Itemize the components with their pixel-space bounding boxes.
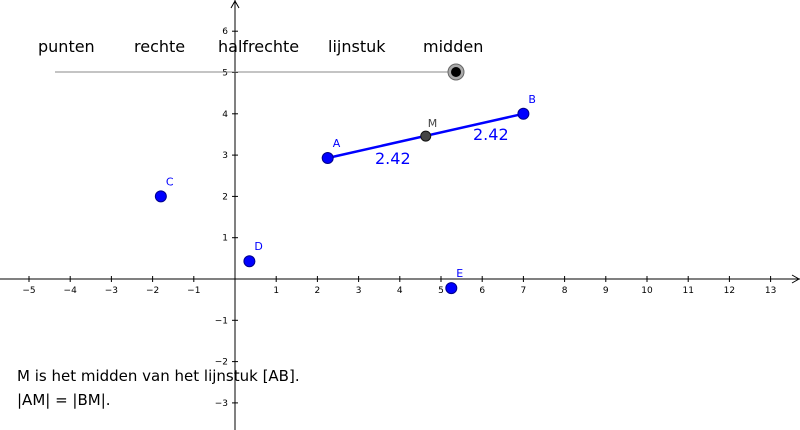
- midpoint-m[interactable]: [420, 130, 432, 142]
- x-tick-label: 5: [438, 286, 444, 296]
- x-tick-label: 9: [603, 286, 609, 296]
- caption-line-2: |AM| = |BM|.: [17, 391, 111, 409]
- x-tick-label: 8: [562, 286, 568, 296]
- y-axis-arrow: [230, 0, 240, 9]
- y-tick-label: −1: [215, 316, 228, 326]
- x-tick-label: 3: [356, 286, 362, 296]
- x-tick-label: 10: [641, 286, 653, 296]
- menu-item-rechte[interactable]: rechte: [134, 37, 185, 56]
- y-tick-label: 2: [222, 192, 228, 202]
- y-tick-label: −3: [215, 399, 228, 409]
- x-ticks: −5 −4 −3 −2 −1 1 2 3 4 5 6 7 8 9 10 11 12 13: [22, 276, 776, 296]
- x-tick-label: 13: [765, 286, 776, 296]
- points-layer: A B C D E M: [154, 93, 536, 295]
- distance-am-label: 2.42: [375, 149, 411, 168]
- menu-item-halfrechte[interactable]: halfrechte: [218, 37, 299, 56]
- x-tick-label: 2: [315, 286, 321, 296]
- midpoint-label-m: M: [428, 117, 438, 130]
- point-label-d: D: [254, 240, 262, 253]
- x-tick-label: −2: [146, 286, 159, 296]
- x-tick-label: 1: [273, 286, 279, 296]
- y-tick-label: 1: [222, 234, 228, 244]
- x-tick-label: −4: [64, 286, 78, 296]
- point-a[interactable]: [321, 151, 334, 164]
- y-tick-label: 5: [222, 69, 228, 79]
- x-tick-label: 12: [724, 286, 735, 296]
- x-tick-label: −1: [187, 286, 200, 296]
- point-d[interactable]: [243, 255, 256, 268]
- x-tick-label: 6: [479, 286, 485, 296]
- y-tick-label: 6: [222, 27, 228, 37]
- menu-item-midden[interactable]: midden: [423, 37, 483, 56]
- x-tick-label: 11: [682, 286, 693, 296]
- menu-item-lijnstuk[interactable]: lijnstuk: [328, 37, 386, 56]
- y-tick-label: 4: [222, 110, 228, 120]
- x-tick-label: −5: [22, 286, 35, 296]
- point-label-b: B: [528, 93, 536, 106]
- menu-slider-handle[interactable]: [451, 67, 461, 77]
- point-label-c: C: [166, 175, 174, 188]
- x-tick-label: 7: [521, 286, 527, 296]
- caption-line-1: M is het midden van het lijnstuk [AB].: [17, 367, 300, 385]
- point-c[interactable]: [154, 190, 167, 203]
- x-tick-label: 4: [397, 286, 403, 296]
- point-label-a: A: [333, 137, 341, 150]
- y-tick-label: −2: [215, 358, 228, 368]
- y-tick-label: 3: [222, 151, 228, 161]
- point-label-e: E: [456, 267, 463, 280]
- distance-bm-label: 2.42: [473, 125, 509, 144]
- x-axis-arrow: [791, 274, 800, 284]
- menu-item-punten[interactable]: punten: [38, 37, 95, 56]
- point-e[interactable]: [445, 282, 458, 295]
- x-tick-label: −3: [105, 286, 118, 296]
- point-b[interactable]: [517, 107, 530, 120]
